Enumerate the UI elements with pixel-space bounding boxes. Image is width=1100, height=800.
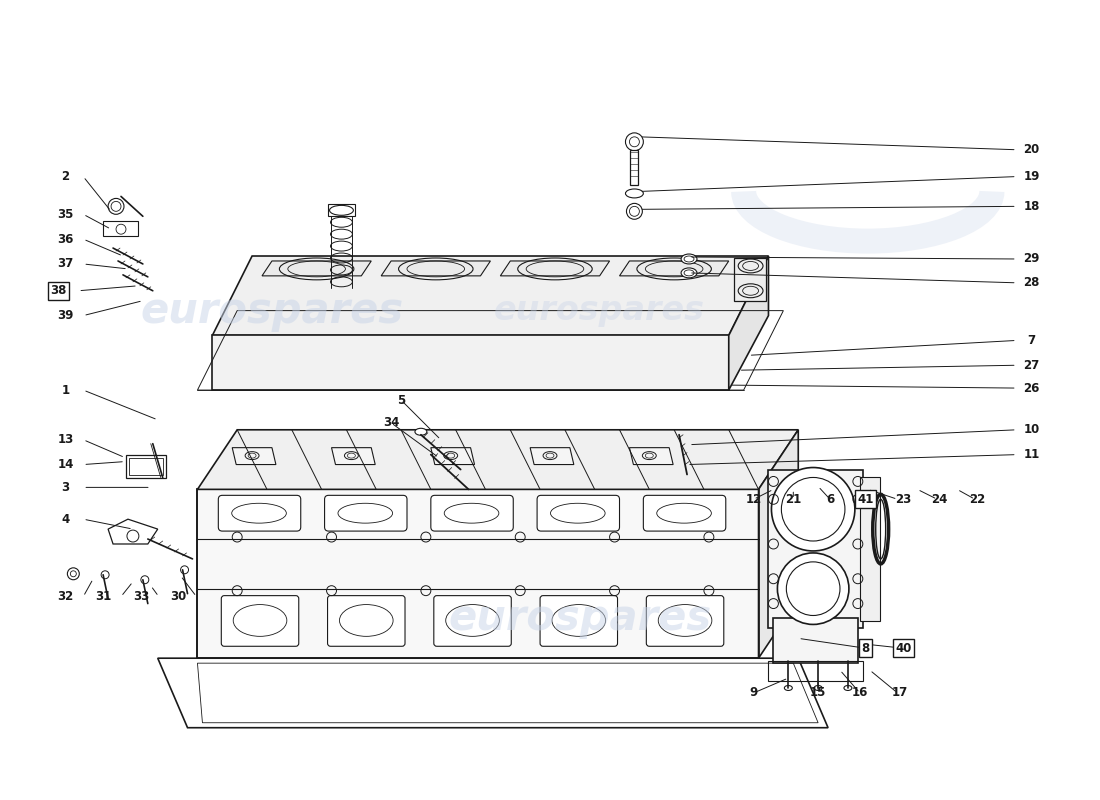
Bar [769, 661, 862, 681]
FancyBboxPatch shape [647, 596, 724, 646]
Bar [328, 204, 355, 216]
Circle shape [67, 568, 79, 580]
Polygon shape [331, 448, 375, 465]
FancyBboxPatch shape [540, 596, 617, 646]
Polygon shape [500, 261, 609, 276]
Text: 1: 1 [62, 383, 69, 397]
Text: 15: 15 [810, 686, 826, 699]
Circle shape [771, 467, 855, 551]
Bar [198, 490, 759, 658]
Text: 40: 40 [895, 642, 912, 654]
Text: 5: 5 [397, 394, 405, 406]
Text: 13: 13 [57, 434, 74, 446]
Text: 14: 14 [57, 458, 74, 471]
Text: 10: 10 [1023, 423, 1040, 436]
Text: 27: 27 [1023, 358, 1040, 372]
Text: 9: 9 [749, 686, 758, 699]
Bar [769, 470, 862, 629]
Polygon shape [728, 256, 769, 390]
Polygon shape [103, 222, 138, 236]
Ellipse shape [784, 686, 792, 690]
Text: eurospares: eurospares [494, 294, 705, 327]
Ellipse shape [681, 254, 697, 264]
Ellipse shape [415, 428, 427, 435]
Ellipse shape [844, 686, 851, 690]
Text: eurospares: eurospares [448, 598, 712, 639]
Text: 38: 38 [51, 284, 67, 298]
Polygon shape [759, 430, 799, 658]
Text: 41: 41 [858, 493, 874, 506]
FancyBboxPatch shape [433, 596, 512, 646]
Text: 11: 11 [1023, 448, 1040, 461]
Text: 4: 4 [62, 513, 69, 526]
Bar [860, 478, 880, 622]
Text: 12: 12 [746, 493, 761, 506]
Polygon shape [212, 256, 769, 335]
Text: 26: 26 [1023, 382, 1040, 394]
Bar [212, 335, 728, 390]
Polygon shape [262, 261, 372, 276]
Polygon shape [382, 261, 491, 276]
Text: 17: 17 [891, 686, 908, 699]
Polygon shape [619, 261, 728, 276]
Bar [773, 618, 858, 663]
Ellipse shape [814, 686, 822, 690]
Polygon shape [629, 448, 673, 465]
Polygon shape [530, 448, 574, 465]
Ellipse shape [681, 268, 697, 278]
Text: 36: 36 [57, 233, 74, 246]
Text: 21: 21 [785, 493, 802, 506]
Text: 3: 3 [62, 481, 69, 494]
FancyBboxPatch shape [537, 495, 619, 531]
Text: 24: 24 [931, 493, 947, 506]
Polygon shape [108, 519, 157, 544]
Text: 8: 8 [861, 642, 870, 654]
Text: 23: 23 [895, 493, 912, 506]
FancyBboxPatch shape [218, 495, 300, 531]
Text: 28: 28 [1023, 276, 1040, 290]
Text: 19: 19 [1023, 170, 1040, 183]
FancyBboxPatch shape [328, 596, 405, 646]
Circle shape [627, 203, 642, 219]
Bar [630, 150, 638, 185]
Text: 22: 22 [969, 493, 986, 506]
Bar [129, 458, 163, 475]
Polygon shape [157, 658, 828, 728]
Ellipse shape [626, 189, 644, 198]
Text: 31: 31 [95, 590, 111, 603]
Text: 35: 35 [57, 208, 74, 221]
Text: 29: 29 [1023, 253, 1040, 266]
Text: 2: 2 [62, 170, 69, 183]
Circle shape [626, 133, 644, 150]
Polygon shape [198, 430, 799, 490]
Text: 37: 37 [57, 258, 74, 270]
Polygon shape [734, 258, 767, 301]
Text: 39: 39 [57, 309, 74, 322]
Polygon shape [232, 448, 276, 465]
Text: eurospares: eurospares [141, 290, 404, 332]
Text: 34: 34 [383, 416, 399, 430]
Text: 20: 20 [1023, 143, 1040, 156]
Polygon shape [431, 448, 474, 465]
Text: 32: 32 [57, 590, 74, 603]
Text: 33: 33 [133, 590, 148, 603]
FancyBboxPatch shape [221, 596, 299, 646]
FancyBboxPatch shape [644, 495, 726, 531]
Text: 7: 7 [1027, 334, 1036, 347]
Circle shape [108, 198, 124, 214]
Text: 16: 16 [851, 686, 868, 699]
Text: 18: 18 [1023, 200, 1040, 213]
Circle shape [778, 553, 849, 625]
FancyBboxPatch shape [431, 495, 514, 531]
Bar [126, 454, 166, 478]
Text: 6: 6 [826, 493, 834, 506]
Text: 30: 30 [170, 590, 187, 603]
FancyBboxPatch shape [324, 495, 407, 531]
